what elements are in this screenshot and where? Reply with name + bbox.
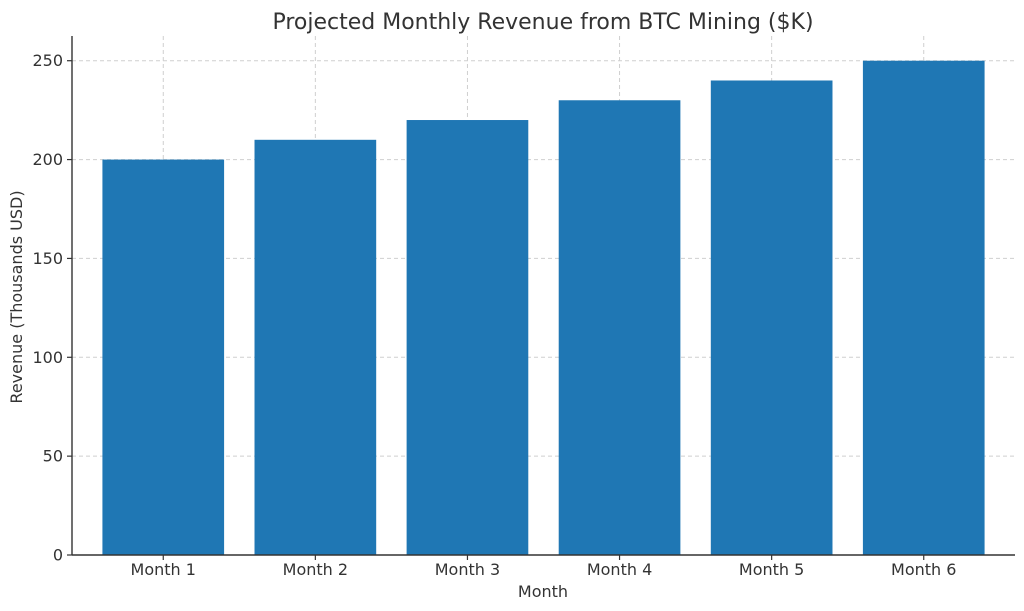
bar-month-5 bbox=[710, 80, 833, 555]
axes bbox=[67, 36, 1015, 560]
chart-title: Projected Monthly Revenue from BTC Minin… bbox=[272, 10, 813, 35]
y-axis-label: Revenue (Thousands USD) bbox=[7, 190, 26, 403]
x-axis-label: Month bbox=[518, 582, 568, 601]
x-tick-label: Month 2 bbox=[283, 560, 348, 579]
x-tick-label: Month 3 bbox=[435, 560, 500, 579]
bar-month-2 bbox=[254, 139, 377, 556]
tick-labels: 0 50 100 150 200 250 Month 1 Month 2 Month 3 Mont… bbox=[32, 51, 956, 579]
x-tick-label: Month 1 bbox=[131, 560, 196, 579]
bar-month-4 bbox=[558, 100, 681, 555]
bar-month-6 bbox=[862, 60, 985, 555]
y-tick-label: 100 bbox=[32, 348, 63, 367]
y-tick-label: 200 bbox=[32, 150, 63, 169]
bar-month-3 bbox=[406, 120, 529, 556]
y-tick-label: 0 bbox=[53, 546, 63, 565]
x-tick-label: Month 5 bbox=[739, 560, 804, 579]
y-tick-label: 150 bbox=[32, 249, 63, 268]
bar-month-1 bbox=[102, 159, 225, 556]
x-tick-label: Month 4 bbox=[587, 560, 652, 579]
x-tick-label: Month 6 bbox=[891, 560, 956, 579]
bars bbox=[102, 60, 985, 556]
y-tick-label: 50 bbox=[43, 447, 63, 466]
y-tick-label: 250 bbox=[32, 51, 63, 70]
